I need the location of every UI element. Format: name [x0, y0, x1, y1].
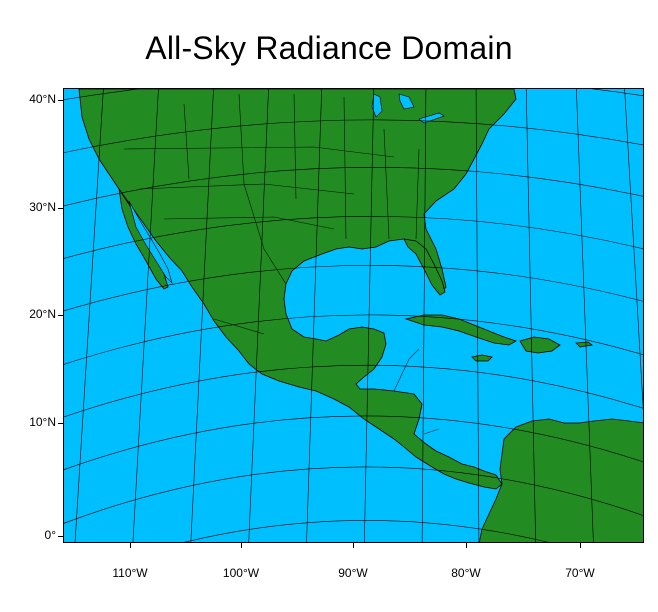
land-south-america [478, 418, 643, 542]
lake-huron [398, 93, 415, 110]
lat-label-10n: 10°N [29, 415, 56, 429]
lat-label-0: 0° [44, 528, 56, 542]
lon-label-90w: 90°W [338, 566, 368, 580]
lat-tick [58, 100, 63, 101]
lon-tick [241, 543, 242, 548]
lat-tick [58, 315, 63, 316]
lat-label-30n: 30°N [29, 200, 56, 214]
map-panel [63, 88, 644, 543]
lon-label-80w: 80°W [451, 566, 481, 580]
lon-tick [353, 543, 354, 548]
lon-label-100w: 100°W [222, 566, 260, 580]
graticule [64, 89, 643, 542]
lake-michigan [371, 93, 383, 118]
lon-label-110w: 110°W [112, 566, 148, 580]
gulf-of-california [128, 200, 173, 285]
lon-label-70w: 70°W [565, 566, 595, 580]
lon-tick [130, 543, 131, 548]
lat-tick [58, 423, 63, 424]
land-cuba [404, 314, 517, 346]
lon-tick [580, 543, 581, 548]
lat-label-20n: 20°N [29, 307, 56, 321]
lat-tick [58, 208, 63, 209]
land-jamaica [471, 354, 493, 362]
lat-label-40n: 40°N [29, 92, 56, 106]
lat-tick [58, 536, 63, 537]
map-title: All-Sky Radiance Domain [145, 30, 513, 66]
lon-tick [466, 543, 467, 548]
lake-erie [418, 112, 445, 124]
political-borders [123, 93, 440, 435]
land-hispaniola [519, 336, 561, 354]
map-canvas [64, 89, 643, 542]
land-puerto-rico [575, 341, 593, 348]
